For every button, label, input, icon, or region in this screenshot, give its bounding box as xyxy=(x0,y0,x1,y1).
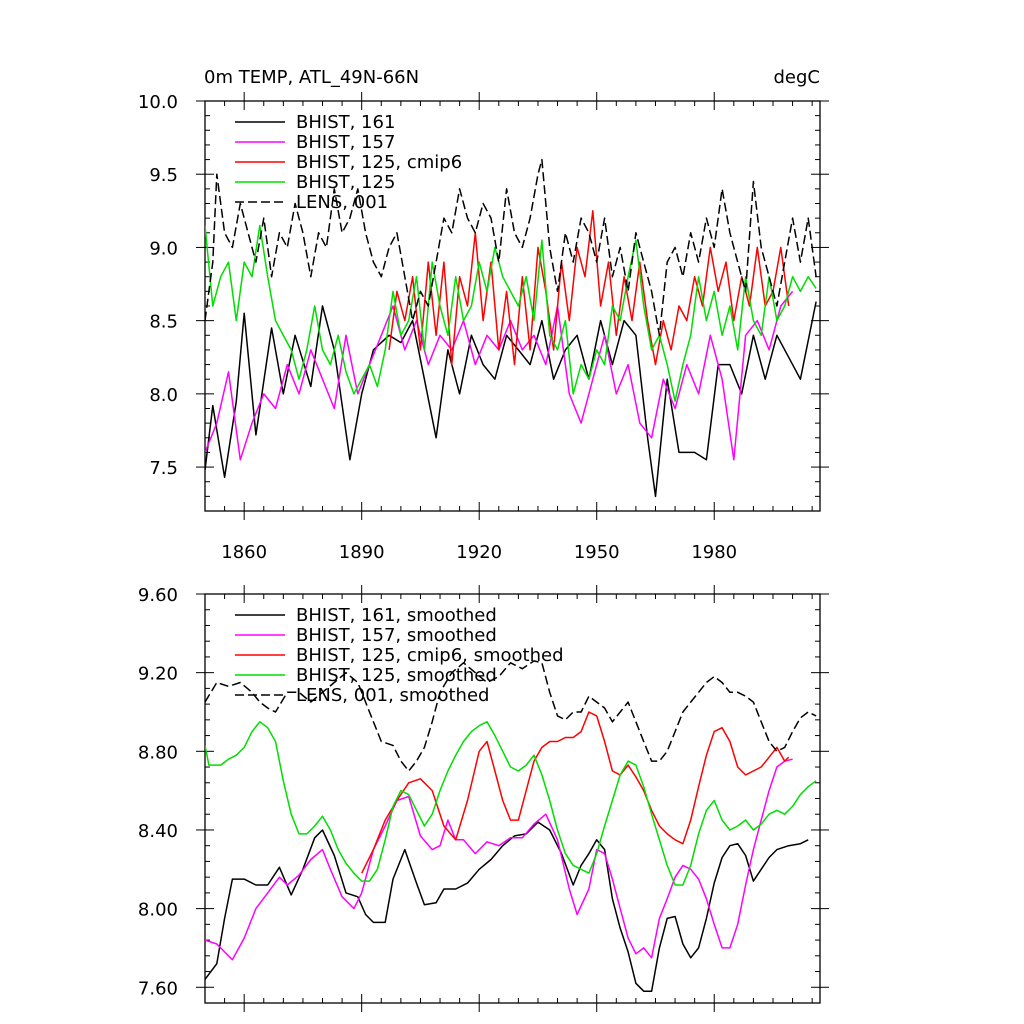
top-y-tick-label: 7.5 xyxy=(149,458,178,479)
bottom-legend-label-3: BHIST, 125, smoothed xyxy=(296,665,497,686)
top-x-tick-label: 1860 xyxy=(221,542,267,563)
bottom-panel: 7.60 8.00 8.40 8.80 9.20 9.60 BHIST, 161, smoo… xyxy=(138,585,829,1012)
top-y-tick-label: 8.0 xyxy=(149,385,178,406)
top-legend-label-1: BHIST, 157 xyxy=(296,132,395,153)
bottom-y-tick-label: 8.00 xyxy=(138,900,178,921)
bottom-y-tick-label: 8.80 xyxy=(138,742,178,763)
bottom-legend-label-2: BHIST, 125, cmip6, smoothed xyxy=(296,645,564,666)
bottom-series-line-2 xyxy=(361,711,790,874)
top-x-tick-label: 1950 xyxy=(574,542,620,563)
top-legend-label-2: BHIST, 125, cmip6 xyxy=(296,152,462,173)
top-legend-label-4: LENS, 001 xyxy=(296,192,388,213)
bottom-series-line-4 xyxy=(205,660,817,772)
bottom-legend-label-1: BHIST, 157, smoothed xyxy=(296,625,497,646)
top-y-tick-label: 8.5 xyxy=(149,312,178,333)
bottom-series-line-0 xyxy=(205,821,809,992)
top-y-tick-label: 9.5 xyxy=(149,165,178,186)
bottom-series-line-1 xyxy=(205,758,793,961)
top-x-tick-label: 1890 xyxy=(339,542,385,563)
bottom-legend-label-0: BHIST, 161, smoothed xyxy=(296,605,497,626)
top-series-line-1 xyxy=(205,290,794,461)
bottom-legend-label-4: LENS, 001, smoothed xyxy=(296,685,489,706)
top-x-tick-label: 1920 xyxy=(456,542,502,563)
top-y-tick-label: 9.0 xyxy=(149,238,178,259)
bottom-y-tick-label: 9.20 xyxy=(138,664,178,685)
top-series-line-4 xyxy=(205,158,817,337)
top-legend-label-3: BHIST, 125 xyxy=(296,172,395,193)
top-x-tick-label: 1980 xyxy=(691,542,737,563)
top-title: 0m TEMP, ATL_49N-66N xyxy=(204,67,419,88)
top-series-line-2 xyxy=(388,210,790,366)
top-legend-label-0: BHIST, 161 xyxy=(296,112,395,133)
top-panel: 0m TEMP, ATL_49N-66N degC 1860 1890 1920 19… xyxy=(138,67,829,563)
top-y-tick-label: 10.0 xyxy=(138,92,178,113)
bottom-series-line-3 xyxy=(205,721,817,886)
bottom-y-tick-label: 9.60 xyxy=(138,585,178,606)
bottom-y-tick-label: 7.60 xyxy=(138,978,178,999)
top-series-line-3 xyxy=(205,224,817,402)
top-units: degC xyxy=(774,67,821,88)
bottom-y-tick-label: 8.40 xyxy=(138,821,178,842)
